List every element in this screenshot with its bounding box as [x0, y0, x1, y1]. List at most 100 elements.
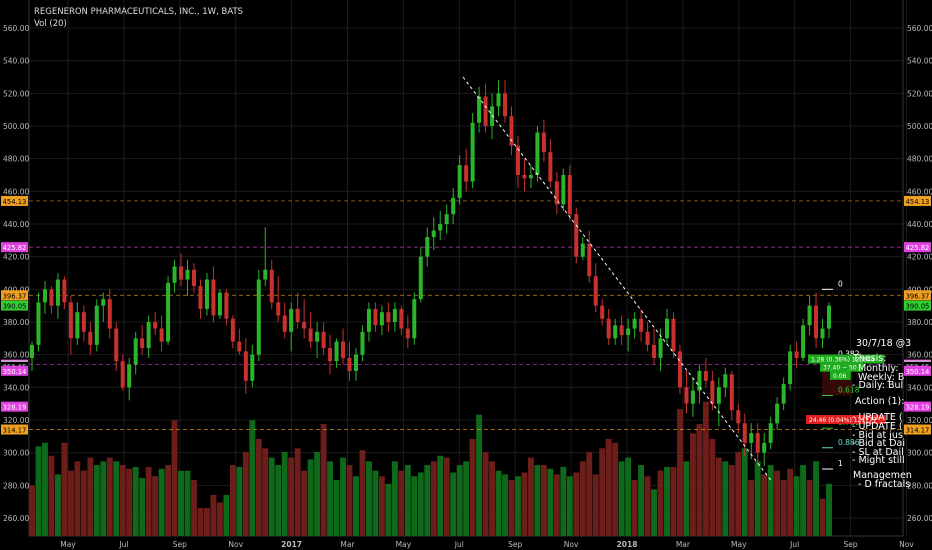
volume-bar — [113, 461, 120, 536]
candle-body — [477, 96, 482, 123]
candle-body — [425, 237, 430, 257]
x-axis[interactable]: May Jul Sep Nov 2017 Mar May Jul Sep Nov 2018 Mar Ma… — [60, 540, 914, 549]
volume-bar — [819, 498, 826, 536]
annotation-action: Action (1): — [855, 396, 905, 407]
candle-body — [328, 348, 333, 362]
candle-body — [574, 214, 579, 257]
left-price-label: 390.05 — [3, 303, 27, 311]
x-tick-label: Nov — [564, 540, 579, 549]
volume-bar — [275, 465, 282, 536]
volume-bar — [573, 472, 580, 536]
volume-bar — [184, 470, 191, 536]
volume-bar — [106, 457, 113, 536]
symbol-title[interactable]: REGENERON PHARMACEUTICALS, INC., 1W, BAT… — [34, 7, 244, 17]
value-badge-bg — [808, 354, 885, 364]
candlesticks — [29, 80, 832, 466]
y-tick-label-left: 400.00 — [3, 285, 29, 294]
candle-body — [567, 175, 572, 215]
volume-bar — [806, 480, 813, 536]
x-tick-label: Jul — [454, 540, 464, 549]
candle-body — [503, 93, 508, 117]
volume-bar — [430, 461, 437, 536]
candle-body — [230, 318, 235, 342]
volume-bar — [741, 448, 748, 536]
right-price-label: 314.17 — [906, 427, 930, 435]
candle-body — [243, 351, 248, 381]
fib-label: 0.886 — [838, 438, 860, 447]
y-tick-label-right: 560.00 — [907, 24, 932, 33]
candle-body — [619, 325, 624, 336]
candle-body — [781, 384, 786, 404]
candle-body — [762, 442, 767, 453]
candle-body — [399, 308, 404, 329]
volume-bar — [301, 470, 308, 536]
candle-body — [140, 338, 145, 349]
volume-bar — [320, 424, 327, 536]
candle-body — [217, 292, 222, 316]
y-tick-label-left: 440.00 — [3, 220, 29, 229]
y-axis-left[interactable]: 260.00 280.00 300.00 320.00 340.00 360.00 380.… — [3, 24, 29, 523]
volume-bar — [281, 452, 288, 536]
volume-bar — [735, 452, 742, 536]
candle-body — [107, 299, 112, 329]
candle-body — [587, 243, 592, 277]
x-tick-label: May — [731, 540, 747, 549]
candle-body — [496, 93, 501, 107]
candle-body — [639, 318, 644, 332]
y-tick-label-left: 340.00 — [3, 383, 29, 392]
volume-bar — [767, 465, 774, 536]
candle-body — [276, 302, 281, 316]
volume-bar — [307, 459, 314, 536]
candle-body — [36, 302, 41, 345]
volume-indicator-label[interactable]: Vol (20) — [34, 19, 67, 29]
volume-bar — [728, 465, 735, 536]
x-tick-label: Jul — [118, 540, 128, 549]
volume-bar — [139, 478, 146, 536]
trendline[interactable] — [462, 76, 772, 481]
fib-label: 0.382 — [838, 350, 860, 359]
candle-body — [515, 145, 520, 175]
candle-body — [347, 357, 352, 371]
volume-bar — [340, 457, 346, 536]
volume-bar — [644, 476, 651, 536]
volume-bar — [761, 474, 768, 536]
volume-bar — [495, 470, 502, 536]
volume-bar — [236, 466, 243, 536]
annotation-monthly: Monthly: — [858, 363, 899, 374]
candle-body — [742, 423, 747, 443]
volume-bar — [826, 483, 832, 536]
y-tick-label-left: 560.00 — [3, 24, 29, 33]
left-price-label: 350.14 — [3, 368, 27, 376]
x-tick-label: Nov — [899, 540, 914, 549]
volume-bar — [456, 465, 463, 536]
candle-body — [690, 390, 695, 404]
left-price-label: 454.13 — [3, 198, 27, 206]
y-tick-label-right: 460.00 — [907, 187, 932, 196]
volume-bar — [612, 442, 619, 536]
x-tick-label: May — [60, 540, 76, 549]
volume-bar — [191, 480, 197, 536]
volume-bar — [553, 474, 560, 536]
candle-body — [120, 361, 125, 388]
candle-body — [729, 374, 734, 411]
y-tick-label-right: 540.00 — [907, 57, 932, 66]
y-axis-right[interactable]: 260.00 280.00 300.00 320.00 340.00 360.00 380.… — [907, 24, 932, 523]
volume-bar — [126, 468, 133, 536]
chart-grid — [28, 0, 907, 537]
volume-bar — [547, 468, 554, 536]
candle-body — [444, 214, 449, 224]
value-badge-bg — [830, 370, 851, 380]
volume-bar — [35, 446, 42, 536]
y-tick-label-left: 500.00 — [3, 122, 29, 131]
volume-bar — [702, 401, 709, 536]
volume-bar — [417, 472, 424, 536]
price-badges: 454.13 454.13 425.82 425.82 396.37 396.37 390.… — [1, 195, 931, 435]
x-tick-label: Jul — [789, 540, 799, 549]
candle-body — [55, 279, 60, 306]
candle-body — [652, 344, 657, 358]
value-badge-bg — [806, 415, 886, 424]
volume-bars — [29, 401, 832, 536]
candle-body — [211, 279, 216, 316]
candle-body — [392, 308, 397, 322]
